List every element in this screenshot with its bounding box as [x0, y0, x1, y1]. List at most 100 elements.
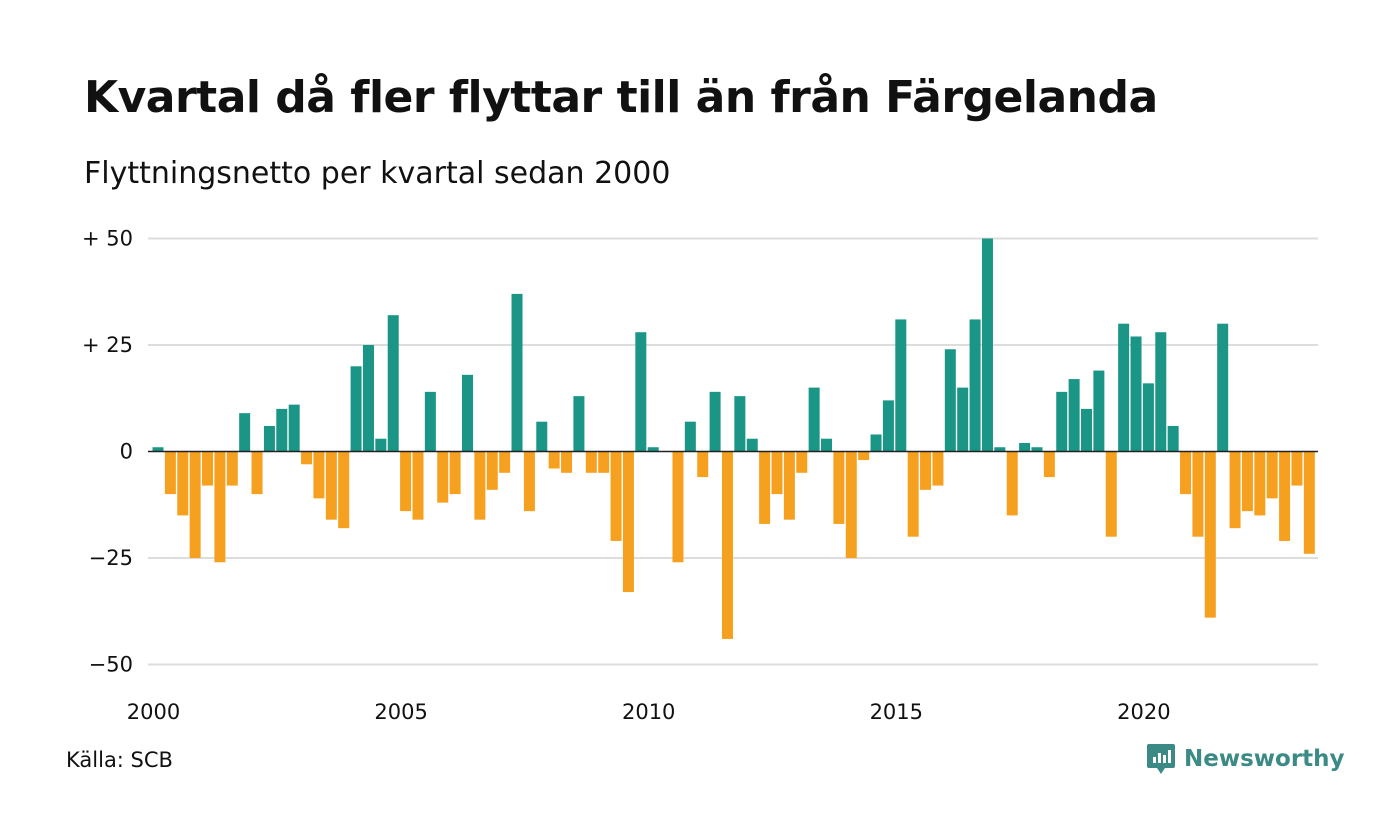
bar — [251, 451, 263, 495]
bar — [387, 315, 399, 452]
bar — [523, 451, 535, 512]
bar — [635, 332, 647, 452]
bar — [1291, 451, 1303, 486]
bar — [684, 421, 696, 452]
logo-text: Newsworthy — [1184, 746, 1345, 772]
bar — [189, 451, 201, 558]
bar — [957, 387, 969, 452]
source-note: Källa: SCB — [66, 748, 173, 772]
bar — [400, 451, 412, 512]
bar — [969, 319, 981, 452]
y-tick-label: −25 — [89, 546, 133, 570]
bar — [263, 425, 275, 452]
bar — [499, 451, 511, 473]
bar — [1217, 323, 1229, 452]
bar — [177, 451, 189, 516]
bar — [1142, 383, 1154, 452]
chart-subtitle: Flyttningsnetto per kvartal sedan 2000 — [84, 156, 671, 191]
bar — [981, 238, 993, 452]
bar — [474, 451, 486, 520]
bar — [548, 451, 560, 469]
bar — [214, 451, 226, 563]
bar — [412, 451, 424, 520]
bar — [301, 451, 313, 465]
bar — [796, 451, 808, 473]
bar — [1266, 451, 1278, 499]
bar — [870, 434, 882, 452]
bars — [152, 238, 1315, 639]
x-tick-label: 2000 — [127, 700, 180, 724]
bar — [1204, 451, 1216, 618]
bar — [882, 400, 894, 452]
bar — [226, 451, 238, 486]
bar — [561, 451, 573, 473]
bar — [424, 391, 436, 452]
newsworthy-logo: Newsworthy — [1146, 742, 1345, 776]
bar — [672, 451, 684, 563]
bar — [1180, 451, 1192, 495]
bar — [746, 438, 758, 452]
bar — [994, 447, 1006, 452]
bar — [313, 451, 325, 499]
y-tick-label: + 50 — [82, 227, 133, 251]
bar — [437, 451, 449, 503]
bar — [647, 447, 659, 452]
bar — [734, 396, 746, 452]
bar — [1006, 451, 1018, 516]
bar — [622, 451, 634, 593]
x-tick-label: 2020 — [1117, 700, 1170, 724]
x-axis-labels: 2000 2005 2010 2015 2020 — [127, 700, 1171, 724]
y-tick-label: 0 — [120, 440, 133, 464]
bar — [821, 438, 833, 452]
bar — [721, 451, 733, 639]
bar — [276, 408, 288, 452]
bar — [1105, 451, 1117, 537]
bar — [288, 404, 300, 452]
bar — [944, 349, 956, 452]
bar — [920, 451, 932, 490]
bar — [449, 451, 461, 495]
y-tick-label: + 25 — [82, 333, 133, 357]
bar — [759, 451, 771, 524]
bar — [907, 451, 919, 537]
bar — [1303, 451, 1315, 554]
bar — [1130, 336, 1142, 452]
bar — [1241, 451, 1253, 512]
bar — [1019, 442, 1031, 452]
bar — [1093, 370, 1105, 452]
bar — [1118, 323, 1130, 452]
bar — [1081, 408, 1092, 452]
bar — [833, 451, 845, 524]
bar — [362, 345, 374, 452]
bar — [709, 391, 721, 452]
x-tick-label: 2005 — [374, 700, 427, 724]
bar — [771, 451, 783, 495]
y-tick-label: −50 — [89, 653, 133, 677]
bar — [783, 451, 795, 520]
bar — [462, 374, 473, 452]
bar — [1167, 425, 1179, 452]
bar — [1155, 332, 1167, 452]
y-axis-labels: + 50 + 25 0 −25 −50 — [82, 227, 133, 677]
bar — [1056, 391, 1068, 452]
bar — [375, 438, 387, 452]
bar — [536, 421, 548, 452]
x-tick-label: 2010 — [622, 700, 675, 724]
bar — [1229, 451, 1241, 529]
bar — [1043, 451, 1055, 478]
bar — [573, 396, 585, 452]
bar — [350, 366, 362, 452]
bar — [610, 451, 622, 541]
bar — [858, 451, 870, 461]
bar — [1279, 451, 1291, 541]
bar — [845, 451, 857, 558]
bar — [585, 451, 597, 473]
bar — [598, 451, 610, 473]
bar — [239, 413, 251, 452]
bar — [895, 319, 907, 452]
chart-title: Kvartal då fler flyttar till än från Fär… — [84, 72, 1158, 123]
bar — [338, 451, 350, 529]
bar — [152, 447, 164, 452]
x-tick-label: 2015 — [870, 700, 923, 724]
bar — [1031, 447, 1043, 452]
